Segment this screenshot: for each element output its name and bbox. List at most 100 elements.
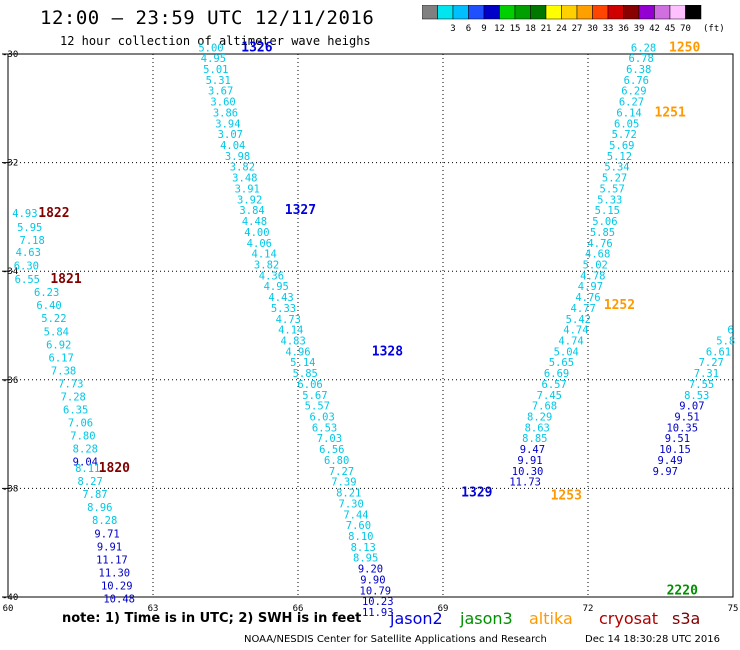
swh-value: 3.86	[213, 107, 238, 119]
swh-value: 5.33	[271, 303, 296, 315]
legend-swatch	[654, 5, 671, 20]
lat-label: -34	[2, 267, 18, 277]
satellite-name-s3a: s3a	[672, 609, 701, 628]
swh-value: 5.57	[305, 401, 330, 413]
swh-value: 4.95	[264, 281, 289, 293]
swh-color-legend: 3 6 9 12 15 18 21 24 27 30 33 36 39 42 45 70 (ft)	[422, 5, 725, 34]
lat-label: -30	[2, 50, 18, 60]
swh-value: 5.85	[590, 227, 615, 239]
figure-subtitle: 12 hour collection of altimeter wave hei…	[60, 34, 371, 48]
swh-value: 7.87	[82, 489, 107, 501]
swh-value: 5.12	[607, 151, 632, 163]
legend-label: 9	[481, 24, 486, 34]
swh-value: 5.34	[604, 162, 629, 174]
swh-value: 4.73	[276, 314, 301, 326]
legend-swatch	[623, 5, 640, 20]
satellite-name-altika: altika	[529, 609, 573, 628]
footer-note: note: 1) Time is in UTC; 2) SWH is in fe…	[62, 611, 362, 626]
legend-swatch	[422, 5, 438, 20]
swh-value: 9.97	[653, 466, 678, 478]
swh-value: 8.27	[78, 476, 103, 488]
swh-value: 6.56	[319, 444, 344, 456]
swh-value: 3.48	[232, 173, 257, 185]
swh-value: 4.36	[259, 270, 284, 282]
swh-value: 5.42	[566, 314, 591, 326]
swh-value: 4.06	[247, 238, 272, 250]
swh-value: 4.48	[242, 216, 267, 228]
generation-timestamp: Dec 14 18:30:28 UTC 2016	[585, 634, 720, 645]
swh-value: 4.78	[580, 270, 605, 282]
satellite-track: 4.93 5.957.184.63 6.306.556.236.405.225.84…	[12, 208, 135, 606]
legend-label: 36	[618, 24, 629, 34]
swh-value: 9.91	[517, 455, 542, 467]
pass-number-label: 1328	[372, 344, 403, 359]
swh-value: 8.85	[522, 433, 547, 445]
swh-value: 9.71	[94, 528, 119, 540]
swh-value: 7.44	[343, 509, 368, 521]
swh-value: 5.84	[44, 326, 69, 338]
legend-label: 6	[466, 24, 471, 34]
swh-value: 6.53	[312, 422, 337, 434]
swh-value: 6.35	[63, 404, 88, 416]
legend-swatch	[483, 5, 500, 20]
legend-swatch	[607, 5, 624, 20]
legend-swatch	[561, 5, 578, 20]
swh-value: 6.78	[629, 53, 654, 65]
swh-value: 9.07	[679, 401, 704, 413]
swh-value: 9.04	[73, 457, 98, 469]
swh-value: 5.67	[302, 390, 327, 402]
swh-value: 8.63	[525, 422, 550, 434]
swh-value: 6.06	[297, 379, 322, 391]
legend-label: 45	[665, 24, 676, 34]
legend-swatch	[452, 5, 469, 20]
swh-value: 11.17	[96, 554, 128, 566]
swh-value: 5.02	[583, 259, 608, 271]
pass-number-label: 1820	[99, 461, 130, 476]
swh-value: 10.35	[666, 422, 698, 434]
swh-value: 7.30	[339, 498, 364, 510]
lon-label: 60	[3, 604, 14, 614]
swh-value: 10.15	[659, 444, 691, 456]
legend-swatch	[545, 5, 562, 20]
legend-label: 70	[680, 24, 691, 34]
swh-value: 6.55	[15, 274, 40, 286]
swh-value: 9.20	[358, 564, 383, 576]
swh-value: 6.23	[34, 287, 59, 299]
swh-value: 6.03	[310, 412, 335, 424]
swh-value: 7.06	[68, 417, 93, 429]
swh-value: 3.84	[239, 205, 264, 217]
swh-value: 5.27	[602, 173, 627, 185]
swh-value: 6.29	[621, 86, 646, 98]
swh-value: 10.23	[362, 596, 394, 608]
satellite-track: 6.286.786.386.766.296.276.146.055.725.69…	[509, 42, 656, 488]
legend-label: 30	[587, 24, 598, 34]
legend-swatch	[514, 5, 531, 20]
swh-value: 6.27	[619, 97, 644, 109]
satellite-name-cryosat: cryosat	[599, 609, 659, 628]
swh-value: 5.8	[716, 336, 735, 348]
legend-label: 33	[603, 24, 614, 34]
swh-value: 4.76	[575, 292, 600, 304]
lon-label: 75	[728, 604, 739, 614]
swh-value: 6.80	[324, 455, 349, 467]
swh-value: 4.14	[252, 249, 277, 261]
legend-swatch	[592, 5, 609, 20]
swh-value: 11.73	[509, 477, 541, 489]
swh-value: 7.60	[346, 520, 371, 532]
swh-value: 7.55	[689, 379, 714, 391]
swh-value: 9.47	[520, 444, 545, 456]
swh-value: 5.65	[549, 357, 574, 369]
pass-number-label: 1253	[551, 488, 582, 503]
swh-value: 8.11	[75, 463, 100, 475]
credit-line: NOAA/NESDIS Center for Satellite Applica…	[244, 634, 547, 645]
swh-value: 8.10	[348, 531, 373, 543]
pass-number-label: 1251	[655, 105, 686, 120]
swh-value: 5.95	[17, 222, 42, 234]
lat-label: -36	[2, 376, 18, 386]
swh-value: 4.76	[587, 238, 612, 250]
swh-value: 8.95	[353, 553, 378, 565]
swh-value: 3.98	[225, 151, 250, 163]
swh-value: 4.77	[571, 303, 596, 315]
swh-value: 6.76	[624, 75, 649, 87]
